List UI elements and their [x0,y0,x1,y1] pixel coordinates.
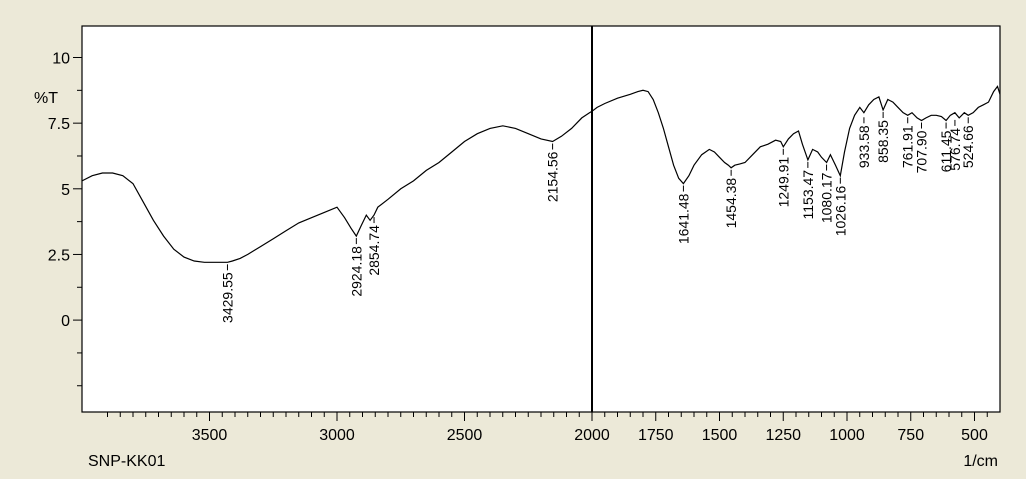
peak-label: 524.66 [960,125,976,168]
y-tick-label: 5 [61,182,70,199]
peak-label: 1026.16 [832,185,848,236]
peak-label: 2924.18 [348,246,364,297]
x-tick-label: 1500 [702,427,738,444]
x-tick-label: 1750 [638,427,674,444]
sample-name: SNP-KK01 [88,453,165,470]
x-tick-label: 2000 [574,427,610,444]
x-tick-label: 3500 [192,427,228,444]
y-tick-label: 10 [52,51,70,68]
peak-label: 3429.55 [219,272,235,323]
x-tick-label: 2500 [447,427,483,444]
y-axis: 0 2.5 5 7.5 10 [48,51,82,387]
y-tick-label: 7.5 [48,116,70,133]
x-tick-label: 500 [961,427,988,444]
peak-label: 1153.47 [800,170,816,220]
peak-label: 1249.91 [775,157,791,208]
x-tick-label: 1000 [829,427,865,444]
peak-label: 1641.48 [675,193,691,244]
y-tick-label: 0 [61,313,70,330]
peak-label: 2154.56 [545,151,561,202]
peak-label: 2854.74 [366,225,382,276]
peak-label: 707.90 [913,130,929,173]
y-tick-label: 2.5 [48,247,70,264]
y-axis-label: %T [34,90,58,107]
x-tick-label: 1250 [765,427,801,444]
peak-label: 933.58 [856,125,872,168]
x-tick-label: 750 [897,427,924,444]
x-axis: 3500 3000 2500 2000 1750 1500 1250 1000 750 500 [107,412,988,444]
x-tick-label: 3000 [319,427,355,444]
peak-label: 576.74 [947,128,963,171]
x-axis-label: 1/cm [963,453,998,470]
plot-area [81,25,1001,413]
peak-label: 858.35 [875,120,891,163]
spectrum-line [81,85,1001,263]
peak-label: 1454.38 [723,178,739,229]
peak-label: 761.91 [900,125,916,168]
peak-labels: 3429.55 2924.18 2854.74 2154.56 1641.48 1454.… [219,112,976,323]
peak-label: 1080.17 [819,172,835,223]
peak-label: 611.45 [938,130,954,172]
